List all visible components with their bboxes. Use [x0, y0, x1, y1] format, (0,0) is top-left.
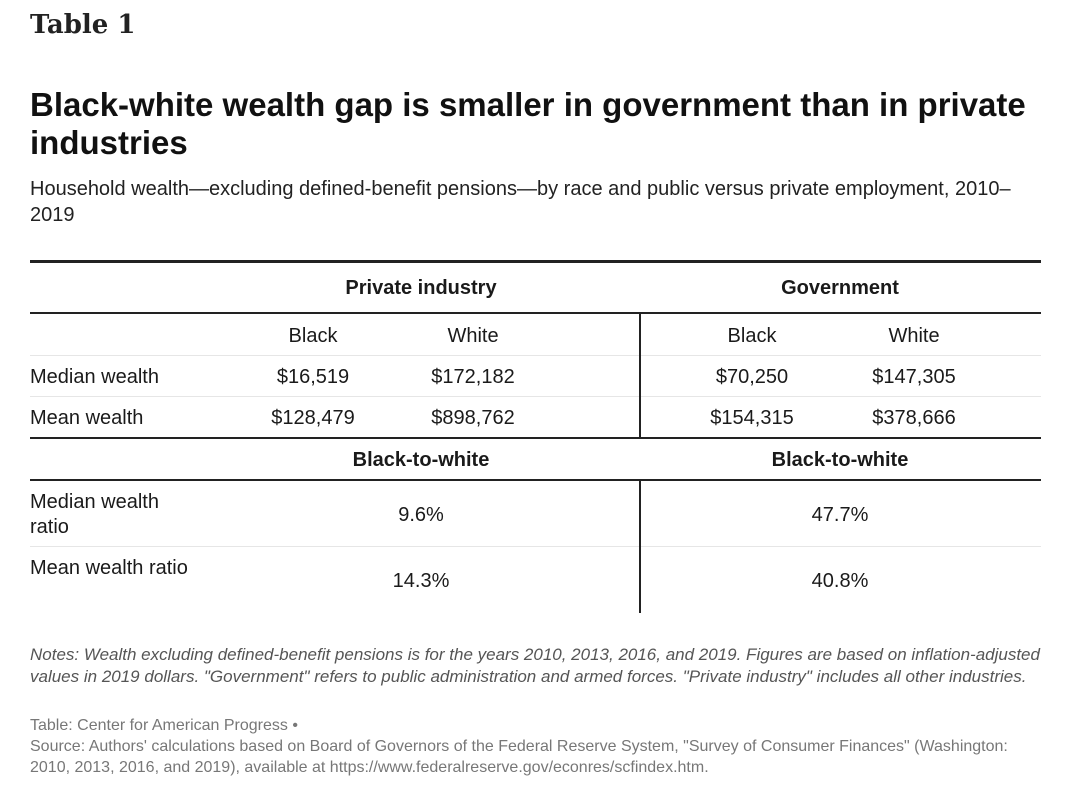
subtitle: Household wealth—excluding defined-benef… [30, 178, 1011, 226]
ratio-header-government: Black-to-white [771, 449, 909, 471]
col-header-gov-white: White [888, 325, 940, 347]
cell-median-gov-white: $147,305 [872, 366, 956, 388]
ratio-section-rule [30, 437, 1041, 439]
cell-median-gov-black: $70,250 [715, 366, 789, 388]
cell-mean-private-black: $128,479 [271, 407, 355, 429]
row-label-mean-wealth: Mean wealth [30, 407, 144, 429]
table-label: Table 1 [30, 10, 136, 40]
source-block: Table: Center for American Progress • So… [30, 715, 1040, 778]
cell-median-private-black: $16,519 [276, 366, 350, 388]
row-label-median-wealth: Median wealth [30, 366, 159, 388]
cell-median-ratio-government: 47.7% [811, 504, 869, 526]
row-label-median-ratio: Median wealth ratio [30, 491, 159, 538]
row-label-mean-ratio: Mean wealth ratio [30, 557, 188, 579]
group-header-private: Private industry [345, 277, 497, 299]
cell-mean-private-white: $898,762 [431, 407, 515, 429]
ratio-header-rule [30, 479, 1041, 481]
col-header-gov-black: Black [727, 325, 777, 347]
table-top-rule [30, 260, 1041, 263]
cell-mean-ratio-private: 14.3% [392, 570, 450, 592]
col-header-private-white: White [447, 325, 499, 347]
group-header-government: Government [781, 277, 899, 299]
table-notes: Notes: Wealth excluding defined-benefit … [30, 645, 1040, 686]
row-divider [30, 546, 1041, 547]
data-table: Private industry Government Black White … [30, 260, 1041, 614]
column-divider [639, 314, 641, 438]
source-citation: Source: Authors' calculations based on B… [30, 738, 1008, 776]
row-divider [30, 355, 1041, 356]
cell-median-ratio-private: 9.6% [398, 504, 444, 526]
cell-mean-gov-black: $154,315 [710, 407, 794, 429]
col-header-private-black: Black [288, 325, 338, 347]
cell-mean-ratio-government: 40.8% [811, 570, 869, 592]
page-title: Black-white wealth gap is smaller in gov… [30, 86, 1026, 161]
cell-mean-gov-white: $378,666 [872, 407, 956, 429]
row-divider [30, 396, 1041, 397]
ratio-header-private: Black-to-white [352, 449, 490, 471]
column-divider [639, 481, 641, 613]
cell-median-private-white: $172,182 [431, 366, 515, 388]
table-credit: Table: Center for American Progress • [30, 717, 298, 734]
group-header-rule [30, 312, 1041, 314]
